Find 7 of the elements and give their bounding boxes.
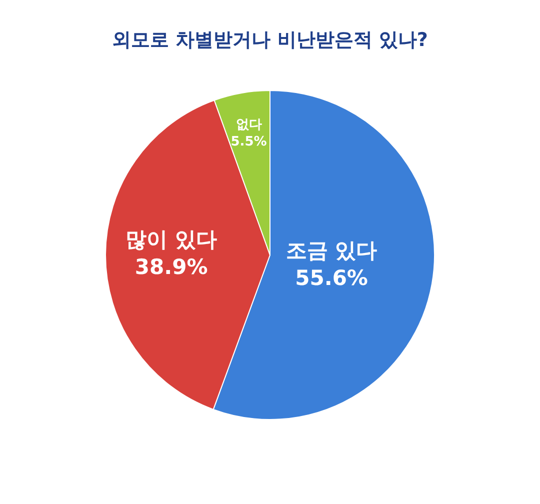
slice-label: 조금 있다 bbox=[286, 238, 378, 263]
chart-title: 외모로 차별받거나 비난받은적 있나? bbox=[111, 28, 429, 53]
data-label: 55.6% bbox=[295, 266, 368, 290]
slice-label: 많이 있다 bbox=[126, 227, 217, 252]
data-label: 5.5% bbox=[230, 134, 267, 150]
slice-label: 없다 bbox=[236, 117, 262, 132]
data-label: 38.9% bbox=[134, 254, 208, 279]
